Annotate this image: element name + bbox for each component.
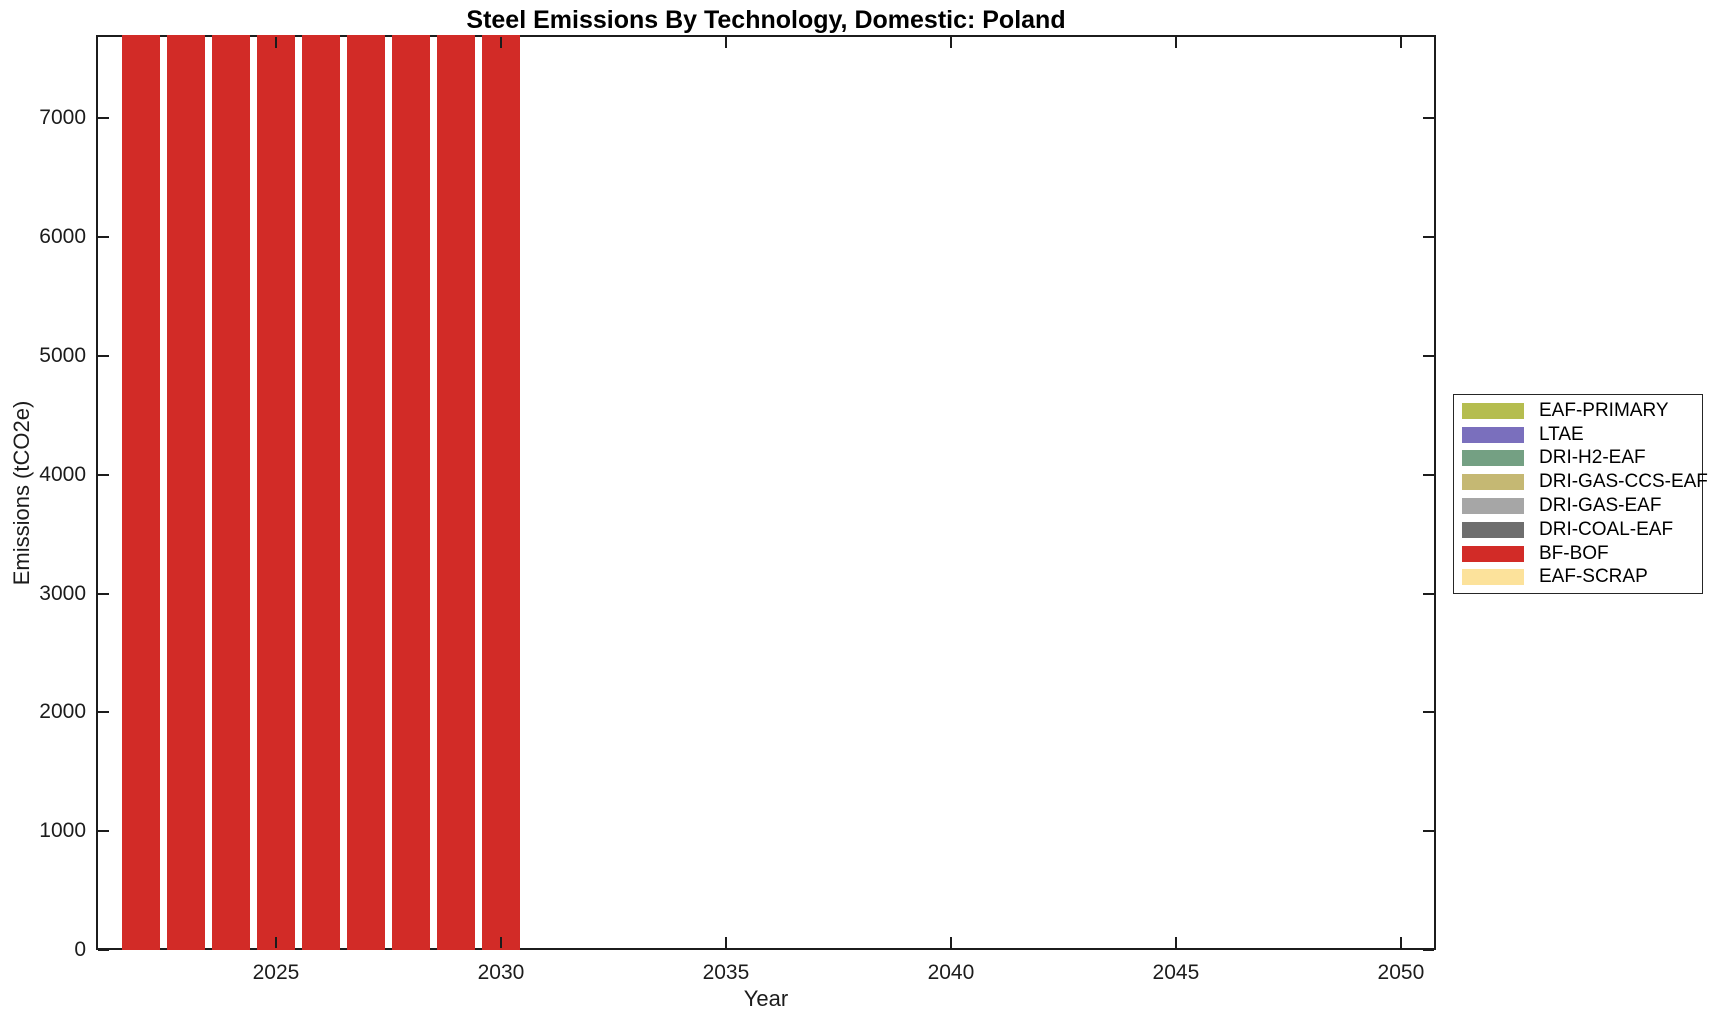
tick-mark (98, 354, 109, 357)
legend-swatch (1462, 402, 1524, 419)
tick-mark (1174, 37, 1177, 48)
legend-swatch (1462, 521, 1524, 538)
bar-bf-bof-2030 (481, 35, 521, 950)
tick-mark (724, 37, 727, 48)
tick-mark (98, 949, 109, 951)
legend-label: DRI-GAS-CCS-EAF (1539, 471, 1708, 493)
tick-mark (98, 117, 109, 120)
legend-item-dri-gas-ccs-eaf: DRI-GAS-CCS-EAF (1462, 470, 1708, 494)
tick-mark (98, 711, 109, 714)
y-tick-label: 0 (74, 938, 86, 961)
tick-mark (1399, 37, 1402, 48)
bar-bf-bof-2022 (121, 35, 161, 950)
legend-label: DRI-GAS-EAF (1539, 495, 1662, 517)
y-tick-label: 4000 (39, 462, 86, 486)
legend-label: LTAE (1539, 423, 1584, 445)
bar-bf-bof-2026 (301, 35, 341, 950)
tick-mark (1423, 473, 1434, 476)
bar-bf-bof-2029 (436, 35, 476, 950)
y-tick-label: 2000 (39, 700, 86, 724)
x-tick-label: 2045 (1152, 961, 1200, 984)
legend-item-bf-bof: BF-BOF (1462, 542, 1702, 566)
x-tick-label: 2050 (1377, 961, 1425, 984)
legend-swatch (1462, 426, 1524, 443)
x-tick-label: 2025 (252, 961, 300, 984)
tick-mark (949, 37, 952, 48)
x-tick-label: 2040 (927, 961, 975, 984)
tick-mark (274, 937, 277, 948)
legend-swatch (1462, 545, 1524, 562)
tick-mark (724, 937, 727, 948)
bar-bf-bof-2024 (211, 35, 251, 950)
tick-mark (1423, 711, 1434, 714)
y-tick-label: 3000 (39, 581, 86, 605)
legend-label: EAF-PRIMARY (1539, 399, 1669, 421)
tick-mark (1423, 236, 1434, 238)
tick-mark (499, 37, 502, 48)
legend-item-dri-h2-eaf: DRI-H2-EAF (1462, 447, 1702, 471)
legend-label: DRI-H2-EAF (1539, 447, 1646, 469)
legend: EAF-PRIMARY LTAE DRI-H2-EAF DRI-GAS-CCS-EAF… (1453, 394, 1708, 594)
legend-swatch (1462, 569, 1524, 586)
tick-mark (1423, 949, 1434, 951)
legend-label: BF-BOF (1539, 542, 1609, 564)
tick-mark (98, 473, 109, 476)
tick-mark (98, 236, 109, 238)
legend-item-dri-gas-eaf: DRI-GAS-EAF (1462, 494, 1702, 518)
y-axis-label: Emissions (tCO2e) (9, 400, 34, 585)
y-tick-label: 6000 (39, 225, 86, 248)
bar-bf-bof-2025 (256, 35, 296, 950)
legend-item-ltae: LTAE (1462, 423, 1702, 447)
tick-mark (98, 592, 109, 595)
legend-swatch (1462, 450, 1524, 467)
x-axis-label: Year (743, 986, 789, 1011)
chart-title: Steel Emissions By Technology, Domestic:… (466, 6, 1066, 34)
tick-mark (1423, 592, 1434, 595)
tick-mark (1423, 117, 1434, 120)
legend-item-dri-coal-eaf: DRI-COAL-EAF (1462, 518, 1702, 542)
tick-mark (1423, 830, 1434, 833)
tick-mark (1423, 354, 1434, 357)
legend-swatch (1462, 474, 1524, 491)
legend-label: EAF-SCRAP (1539, 566, 1648, 588)
x-tick-label: 2030 (477, 961, 525, 984)
legend-label: DRI-COAL-EAF (1539, 518, 1674, 540)
y-tick-label: 5000 (39, 343, 86, 367)
bar-bf-bof-2023 (166, 35, 206, 950)
bar-bf-bof-2027 (346, 35, 386, 950)
y-tick-label: 7000 (39, 106, 86, 130)
tick-mark (499, 937, 502, 948)
y-tick-label: 1000 (39, 819, 86, 843)
tick-mark (1399, 937, 1402, 948)
legend-swatch (1462, 498, 1524, 515)
tick-mark (98, 830, 109, 833)
tick-mark (1174, 937, 1177, 948)
tick-mark (274, 37, 277, 48)
legend-item-eaf-scrap: EAF-SCRAP (1462, 566, 1702, 590)
x-tick-label: 2035 (702, 961, 750, 984)
plot-area (96, 35, 1436, 950)
bar-bf-bof-2028 (391, 35, 431, 950)
legend-item-eaf-primary: EAF-PRIMARY (1462, 399, 1702, 423)
tick-mark (949, 937, 952, 948)
